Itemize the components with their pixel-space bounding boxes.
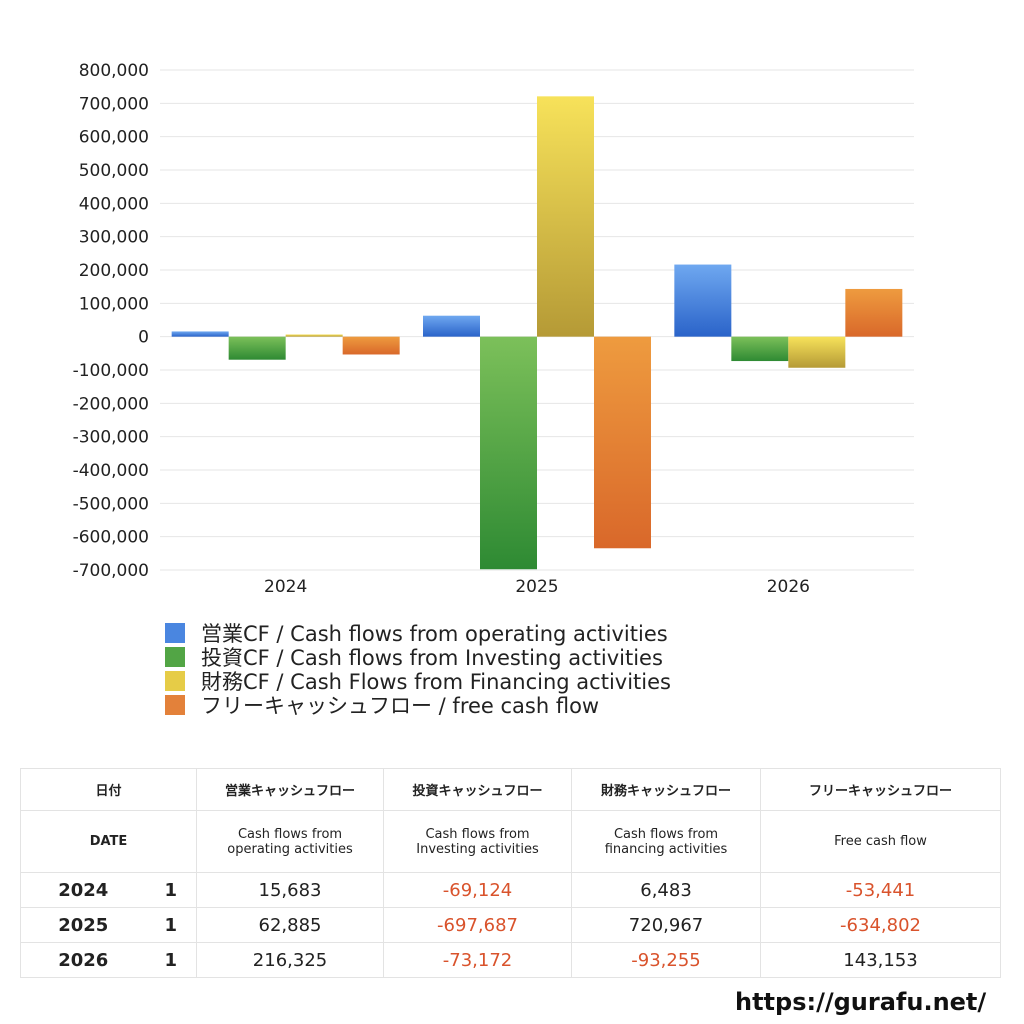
y-tick-label: 200,000 (79, 261, 149, 281)
header-investing-en-line1: Cash flows from (425, 826, 530, 842)
bar-2024-series-2 (228, 336, 286, 360)
row-investing: -697,687 (383, 907, 573, 943)
header-investing-jp: 投資キャッシュフロー (383, 768, 573, 811)
header-fcf-en: Free cash flow (760, 810, 1002, 873)
row-year: 2026 (20, 942, 146, 978)
legend-label-operating: 営業CF / Cash flows from operating activit… (201, 622, 668, 646)
row-fcf: -53,441 (760, 872, 1002, 908)
y-tick-label: 300,000 (79, 228, 149, 248)
table-header-jp: 日付 営業キャッシュフロー 投資キャッシュフロー 財務キャッシュフロー フリーキ… (19, 768, 1002, 811)
header-operating-en: Cash flows from operating activities (196, 810, 385, 873)
legend-swatch-investing (165, 647, 185, 667)
y-tick-label: -100,000 (73, 361, 149, 381)
bar-2025-series-4 (594, 336, 651, 549)
y-tick-label: 400,000 (79, 194, 149, 214)
y-tick-label: 500,000 (79, 161, 149, 181)
legend-item-financing: 財務CF / Cash Flows from Financing activit… (165, 669, 671, 694)
legend-swatch-free-cash-flow (165, 695, 185, 715)
header-financing-jp: 財務キャッシュフロー (571, 768, 762, 811)
header-operating-en-line2: operating activities (227, 841, 353, 857)
table-row: 2024 1 15,683 -69,124 6,483 -53,441 (20, 872, 1002, 908)
row-count: 1 (145, 942, 198, 978)
row-investing: -69,124 (383, 872, 573, 908)
y-tick-label: 700,000 (79, 94, 149, 114)
x-tick-label: 2025 (515, 577, 558, 597)
source-url: https://gurafu.net/ (735, 988, 987, 1016)
header-fcf-jp: フリーキャッシュフロー (760, 768, 1002, 811)
bar-2026-series-3 (788, 336, 846, 368)
y-tick-label: -700,000 (73, 561, 149, 581)
y-tick-label: -200,000 (73, 394, 149, 414)
header-financing-en-line1: Cash flows from (613, 826, 719, 842)
legend-swatch-operating (165, 623, 185, 643)
row-operating: 15,683 (196, 872, 385, 908)
cash-flow-bar-chart: 800,000 700,000 600,000 500,000 400,000 300,0… (73, 61, 914, 597)
row-count: 1 (145, 872, 198, 908)
table-row: 2025 1 62,885 -697,687 720,967 -634,802 (20, 907, 1002, 943)
row-year: 2024 (20, 872, 146, 908)
legend-item-free-cash-flow: フリーキャッシュフロー / free cash flow (165, 693, 671, 718)
header-date-en: DATE (19, 810, 198, 873)
y-tick-label: -400,000 (73, 461, 149, 481)
y-tick-label: 800,000 (79, 61, 149, 81)
legend-label-investing: 投資CF / Cash flows from Investing activit… (201, 646, 663, 670)
row-operating: 62,885 (196, 907, 385, 943)
row-fcf: 143,153 (760, 942, 1002, 978)
x-tick-label: 2026 (767, 577, 810, 597)
y-tick-label: 0 (138, 328, 149, 348)
bar-2024-series-1 (171, 331, 229, 337)
chart-legend: 営業CF / Cash flows from operating activit… (165, 621, 671, 718)
row-financing: 720,967 (571, 907, 762, 943)
table-row: 2026 1 216,325 -73,172 -93,255 143,153 (20, 942, 1002, 978)
bar-2024-series-3 (285, 334, 343, 337)
y-tick-label: 600,000 (79, 128, 149, 148)
legend-swatch-financing (165, 671, 185, 691)
legend-item-investing: 投資CF / Cash flows from Investing activit… (165, 645, 671, 670)
table-header-en: DATE Cash flows from operating activities… (19, 810, 1002, 873)
header-operating-jp: 営業キャッシュフロー (196, 768, 385, 811)
legend-item-operating: 営業CF / Cash flows from operating activit… (165, 621, 671, 646)
y-tick-label: -600,000 (73, 528, 149, 548)
bar-2025-series-3 (537, 96, 594, 337)
header-operating-en-line1: Cash flows from (237, 826, 343, 842)
row-year: 2025 (20, 907, 146, 943)
header-financing-en-line2: financing activities (604, 841, 728, 857)
bar-2025-series-1 (423, 315, 480, 337)
row-financing: 6,483 (571, 872, 762, 908)
bar-2026-series-4 (845, 288, 903, 337)
header-financing-en: Cash flows from financing activities (571, 810, 762, 873)
bar-2026-series-1 (674, 264, 732, 337)
row-operating: 216,325 (196, 942, 385, 978)
y-axis-ticks: 800,000 700,000 600,000 500,000 400,000 300,0… (73, 61, 149, 581)
bars (171, 96, 903, 570)
bar-2024-series-4 (342, 336, 400, 355)
header-date-jp: 日付 (19, 768, 198, 811)
x-axis-ticks: 2024 2025 2026 (264, 577, 810, 597)
row-count: 1 (145, 907, 198, 943)
x-tick-label: 2024 (264, 577, 307, 597)
y-tick-label: -300,000 (73, 428, 149, 448)
y-tick-label: -500,000 (73, 494, 149, 514)
cash-flow-table: 日付 営業キャッシュフロー 投資キャッシュフロー 財務キャッシュフロー フリーキ… (19, 768, 1002, 978)
y-tick-label: 100,000 (79, 294, 149, 314)
row-fcf: -634,802 (760, 907, 1002, 943)
header-investing-en: Cash flows from Investing activities (383, 810, 573, 873)
legend-label-free-cash-flow: フリーキャッシュフロー / free cash flow (201, 694, 600, 718)
bar-2026-series-2 (731, 336, 789, 362)
bar-2025-series-2 (480, 336, 537, 570)
header-investing-en-line2: Investing activities (416, 841, 539, 857)
legend-label-financing: 財務CF / Cash Flows from Financing activit… (201, 670, 671, 694)
row-financing: -93,255 (571, 942, 762, 978)
row-investing: -73,172 (383, 942, 573, 978)
